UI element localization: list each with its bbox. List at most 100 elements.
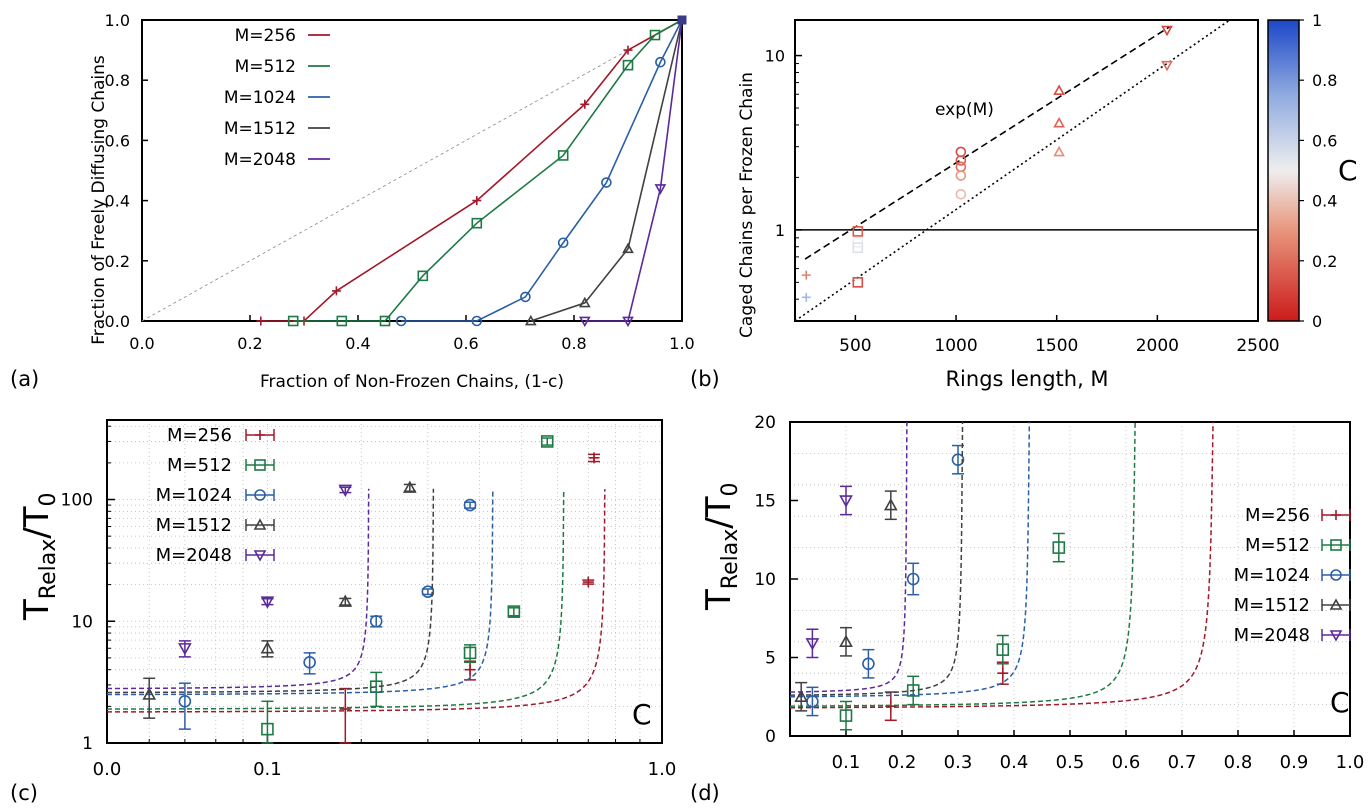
panel-c-ylabel-main: T xyxy=(17,599,57,621)
a-data-point xyxy=(524,314,537,326)
a-legend-label: M=1024 xyxy=(224,88,296,108)
a-data-point xyxy=(580,99,590,109)
c-data-point xyxy=(507,605,521,618)
b-data-point xyxy=(955,146,967,158)
d-data-point xyxy=(839,495,853,508)
d-legend-label: M=1024 xyxy=(1234,565,1310,586)
d-legend-label: M=1512 xyxy=(1234,595,1310,616)
d-legend-marker xyxy=(1330,569,1342,581)
b-fit-line-dotted xyxy=(794,19,1231,322)
panel-label-b: (b) xyxy=(690,367,720,391)
c-data-point xyxy=(338,594,353,607)
b-data-point xyxy=(1161,60,1173,72)
a-data-point xyxy=(471,217,483,229)
d-data-point xyxy=(805,638,820,651)
c-data-point xyxy=(540,435,554,448)
a-data-point xyxy=(287,315,299,327)
b-data-point xyxy=(955,161,967,173)
d-ytick-label: 10 xyxy=(754,570,776,590)
b-xtick-label: 1000 xyxy=(934,336,977,356)
b-xtick-label: 2500 xyxy=(1236,336,1279,356)
d-data-point xyxy=(794,689,809,702)
panel-a-chart: 0.0 0.2 0.4 0.6 0.8 1.0 0.0 0.2 0.4 0.6 0.8 1.0 Fra… xyxy=(89,11,695,392)
d-fit-curve xyxy=(789,421,1031,698)
c-ytick-label: 1 xyxy=(82,734,93,754)
colorbar-tick-label: 0.6 xyxy=(1312,131,1337,150)
d-xtick-label: 0.4 xyxy=(1000,752,1029,773)
d-data-point xyxy=(951,453,965,466)
c-ytick-label: 100 xyxy=(61,491,93,511)
d-fit-curve xyxy=(789,421,1136,707)
panel-c-xlabel: C xyxy=(632,698,652,731)
panel-label-c: (c) xyxy=(10,781,38,805)
d-xtick-label: 0.3 xyxy=(944,752,973,773)
b-data-point xyxy=(852,236,864,248)
c-legend-label: M=1024 xyxy=(156,485,232,506)
c-xtick-label: 0.1 xyxy=(253,759,282,780)
c-data-point xyxy=(338,484,353,498)
c-data-point xyxy=(260,596,275,609)
a-data-point xyxy=(623,45,633,55)
a-data-point xyxy=(557,150,569,161)
a-xtick-label: 1.0 xyxy=(669,334,694,353)
d-ytick-label: 20 xyxy=(754,413,776,433)
c-data-point xyxy=(178,643,192,656)
a-data-point xyxy=(471,315,483,327)
d-fit-curve xyxy=(789,421,964,696)
panel-d-ylabel-main: T xyxy=(699,589,739,611)
panel-a-ylabel: Fraction of Freely Diffusing Chains xyxy=(89,55,109,345)
b-data-point xyxy=(955,188,967,200)
colorbar-tick-label: 1 xyxy=(1312,11,1322,30)
d-xtick-label: 0.2 xyxy=(888,752,917,773)
b-ytick-label: 1 xyxy=(775,221,785,240)
a-xtick-label: 0.4 xyxy=(345,334,370,353)
panel-b-annotation: exp(M) xyxy=(935,100,994,120)
panel-label-d: (d) xyxy=(690,781,720,805)
c-legend-marker xyxy=(254,489,266,501)
b-data-point xyxy=(801,270,811,280)
d-data-point xyxy=(839,634,853,647)
a-xtick-label: 0.2 xyxy=(237,334,262,353)
b-data-point xyxy=(1053,116,1065,128)
d-xtick-label: 1.0 xyxy=(1336,752,1365,773)
c-fit-curve xyxy=(106,489,565,710)
d-xtick-label: 0.7 xyxy=(1168,752,1197,773)
b-fit-line-dashed xyxy=(804,26,1170,260)
d-xtick-label: 0.8 xyxy=(1224,752,1253,773)
d-data-point xyxy=(906,572,920,586)
c-legend-label: M=1512 xyxy=(156,515,232,536)
a-legend-label: M=512 xyxy=(235,57,296,77)
a-data-point xyxy=(520,291,531,303)
c-legend-marker xyxy=(253,518,267,530)
a-legend-label: M=2048 xyxy=(224,150,296,170)
c-data-point xyxy=(463,498,477,512)
c-fit-curve xyxy=(106,488,494,696)
d-ytick-label: 0 xyxy=(765,727,776,747)
b-data-point xyxy=(955,155,967,166)
panel-c-frame xyxy=(106,419,663,744)
panel-d-ylabel-sub: Relax xyxy=(718,529,743,589)
a-data-point xyxy=(578,316,591,328)
panel-label-a: (a) xyxy=(10,367,39,391)
a-data-point xyxy=(622,59,634,71)
d-fit-curve xyxy=(789,421,908,693)
b-data-point xyxy=(955,170,967,181)
c-data-point xyxy=(261,722,274,736)
d-legend-label: M=2048 xyxy=(1234,625,1310,646)
c-data-point xyxy=(402,480,417,493)
d-legend-marker xyxy=(1329,630,1343,642)
a-series-line xyxy=(293,19,683,322)
a-data-point xyxy=(395,315,407,327)
a-legend-label: M=1512 xyxy=(224,119,296,139)
panel-c-ylabel: TRelax/T0 xyxy=(17,493,61,621)
c-legend-marker xyxy=(254,459,266,471)
d-legend-marker xyxy=(1329,598,1343,610)
c-data-point xyxy=(421,585,435,598)
d-legend-label: M=512 xyxy=(1245,535,1310,556)
b-ytick-label: 10 xyxy=(765,47,785,66)
d-xtick-label: 0.9 xyxy=(1280,752,1309,773)
a-data-point xyxy=(256,316,266,326)
d-data-point xyxy=(1052,541,1066,554)
svg-text:TRelax/T0: TRelax/T0 xyxy=(699,483,743,611)
